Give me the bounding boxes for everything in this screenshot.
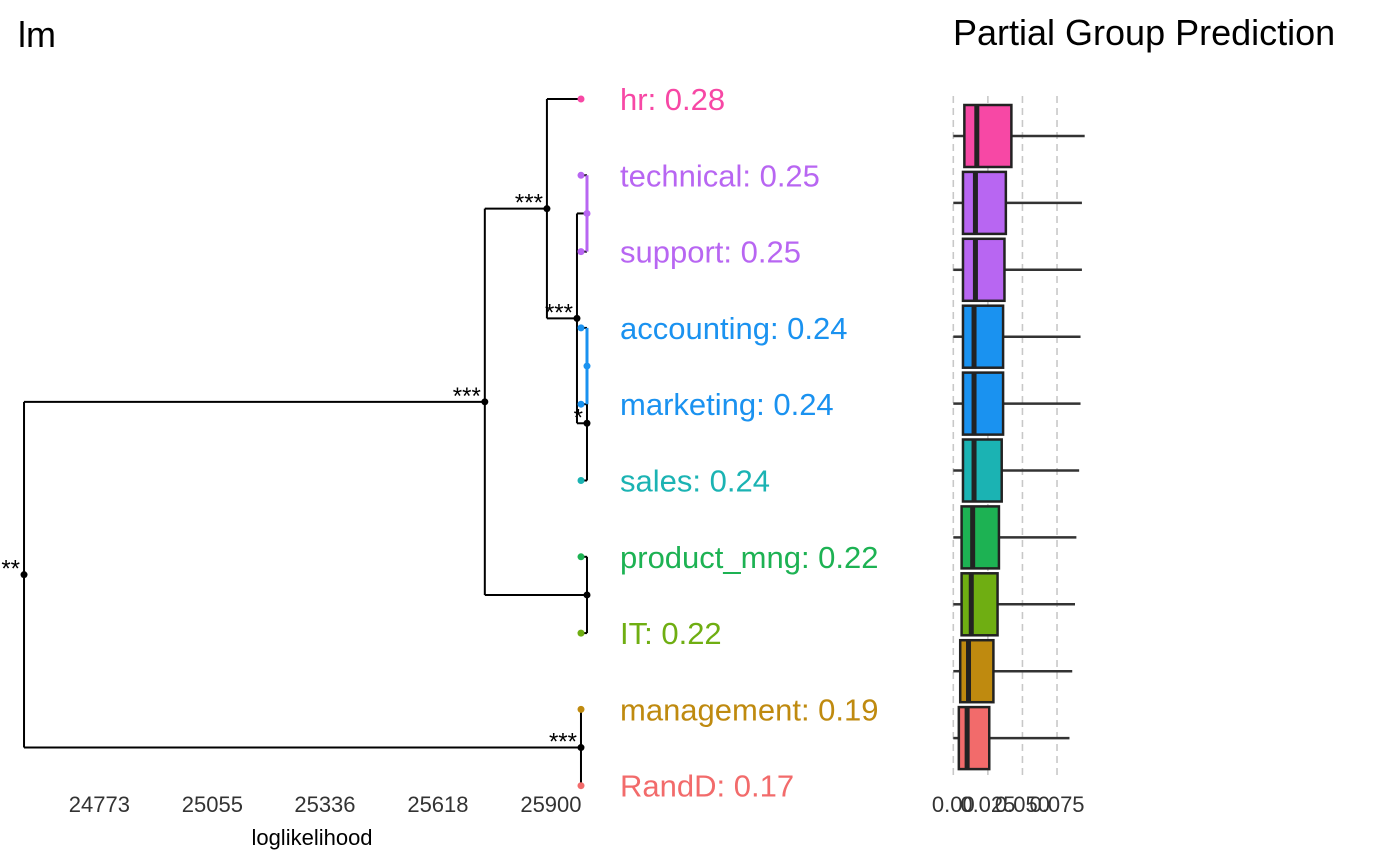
leaf-label-support: support: 0.25 (620, 235, 801, 270)
box-iqr (961, 438, 1003, 503)
boxplot-x-tick: 0.025 (960, 792, 1015, 817)
box-iqr (961, 237, 1006, 303)
significance-n_all8: *** (453, 383, 481, 410)
dendrogram-node-n_root (20, 571, 28, 579)
significance-n_mr: *** (549, 729, 577, 756)
box-iqr (960, 505, 1001, 570)
leaf-dot-management (577, 705, 585, 713)
leaf-label-management: management: 0.19 (620, 692, 879, 727)
box-IT (953, 572, 1075, 637)
dendrogram-node-n_ams (583, 419, 591, 427)
box-management (953, 638, 1073, 704)
box-iqr (960, 572, 999, 637)
dendrogram-x-tick: 25336 (294, 792, 355, 817)
boxplot-title: Partial Group Prediction (953, 12, 1335, 53)
dendrogram-x-axis: loglikelihood 24773 25055 25336 25618 25900 (69, 792, 582, 850)
boxplot-x-tick: 0.075 (1029, 792, 1084, 817)
dendrogram-node-n_all8 (481, 398, 489, 406)
dendrogram-significance-labels: *************** (1, 190, 583, 756)
significance-n_ams: * (574, 404, 583, 431)
dendrogram-node-n_mr (577, 744, 585, 752)
leaf-label-marketing: marketing: 0.24 (620, 387, 834, 422)
dendrogram-x-tick: 25900 (520, 792, 581, 817)
box-iqr (961, 371, 1005, 436)
significance-n_root: ** (1, 556, 20, 583)
leaf-dot-technical (577, 171, 585, 179)
leaf-dot-hr (577, 95, 585, 103)
leaf-label-technical: technical: 0.25 (620, 158, 820, 193)
dendrogram-nodes (20, 95, 591, 790)
leaf-label-hr: hr: 0.28 (620, 82, 725, 117)
box-sales (953, 438, 1080, 503)
box-accounting (953, 304, 1081, 369)
box-technical (953, 170, 1082, 236)
significance-n_tsams: *** (545, 299, 573, 326)
leaf-dot-RandD (577, 782, 585, 790)
dendrogram-x-tick: 25618 (407, 792, 468, 817)
leaf-dot-IT (577, 629, 585, 637)
box-marketing (953, 371, 1081, 436)
leaf-dot-sales (577, 477, 585, 484)
boxplot-x-tick: 0.050 (995, 792, 1050, 817)
leaf-label-product_mng: product_mng: 0.22 (620, 540, 879, 575)
box-iqr (961, 170, 1008, 236)
leaf-dot-support (577, 248, 585, 256)
box-support (953, 237, 1082, 303)
box-iqr (963, 103, 1013, 169)
dendrogram-node-n_ts (583, 209, 591, 217)
box-product_mng (953, 505, 1077, 570)
leaf-label-sales: sales: 0.24 (620, 464, 770, 499)
leaf-dot-accounting (577, 324, 585, 332)
leaf-dot-product_mng (577, 553, 585, 561)
dendrogram-node-n_htsams (543, 205, 551, 213)
dendrogram-leaf-labels: hr: 0.28 technical: 0.25 support: 0.25 acco… (620, 82, 879, 804)
leaf-label-RandD: RandD: 0.17 (620, 769, 794, 804)
dendrogram-x-axis-label: loglikelihood (251, 825, 372, 850)
dendrogram-node-n_pi (583, 591, 591, 599)
dendrogram-title: lm (18, 14, 56, 55)
significance-n_htsams: *** (515, 190, 543, 217)
boxplot-x-tick: 0.00 (932, 792, 975, 817)
leaf-dot-marketing (577, 400, 585, 408)
dendrogram-x-tick: 25055 (182, 792, 243, 817)
box-iqr (957, 705, 991, 771)
box-hr (953, 103, 1085, 169)
dendrogram-branches (23, 98, 588, 786)
dendrogram-node-n_am (583, 362, 591, 370)
dendrogram-x-tick: 24773 (69, 792, 130, 817)
box-iqr (958, 638, 995, 704)
leaf-label-IT: IT: 0.22 (620, 616, 722, 651)
leaf-label-accounting: accounting: 0.24 (620, 311, 848, 346)
dendrogram-node-n_tsams (573, 314, 581, 322)
boxplot-boxes (953, 103, 1085, 771)
box-iqr (961, 304, 1005, 369)
box-RandD (953, 705, 1070, 771)
